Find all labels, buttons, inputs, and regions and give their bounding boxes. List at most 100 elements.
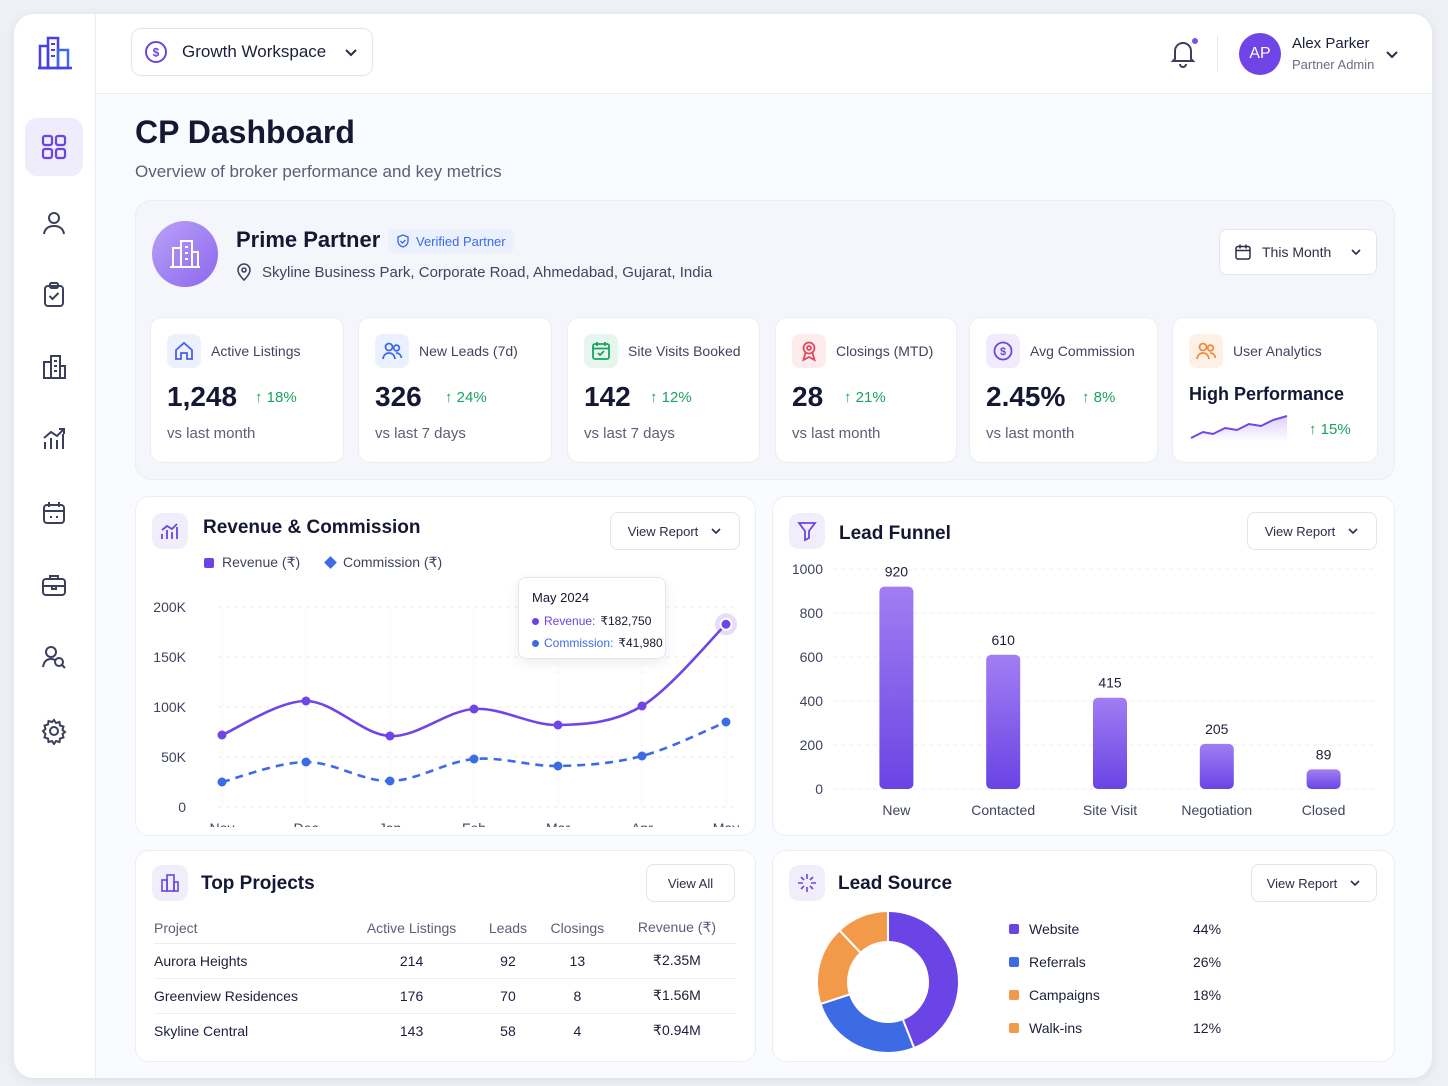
bar-value-label: 89 — [1316, 746, 1332, 762]
stat-value: 326 — [375, 381, 422, 412]
stat-card-user-analytics[interactable]: User Analytics High Performance ↑ 15% — [1172, 317, 1378, 463]
table-row[interactable]: Aurora Heights 214 92 13 ₹2.35M — [154, 943, 736, 979]
project-name: Skyline Central — [154, 1022, 249, 1039]
avatar[interactable]: AP — [1239, 33, 1281, 75]
stat-card-new-leads[interactable]: New Leads (7d) 326 ↑ 24% vs last 7 days — [358, 317, 552, 463]
building-icon — [152, 865, 188, 901]
legend-swatch — [204, 557, 214, 568]
data-point[interactable] — [553, 761, 563, 771]
funnel-icon — [789, 513, 825, 549]
funnel-bar[interactable] — [1199, 743, 1234, 789]
projects-table: Project Active Listings Leads Closings R… — [154, 913, 736, 1048]
nav-portfolio[interactable] — [25, 556, 83, 614]
data-point[interactable] — [637, 751, 647, 761]
table-row[interactable]: Greenview Residences 176 70 8 ₹1.56M — [154, 978, 736, 1014]
data-point[interactable] — [217, 777, 227, 787]
y-tick-label: 200K — [153, 599, 186, 615]
view-report-button[interactable]: View Report — [610, 512, 740, 550]
donut-slice-walk-ins[interactable] — [837, 909, 889, 955]
sidebar — [14, 14, 96, 1078]
nav-analytics[interactable] — [25, 410, 83, 468]
y-tick-label: 150K — [153, 649, 186, 665]
stat-value: 2.45% — [986, 381, 1066, 412]
funnel-bar[interactable] — [879, 586, 914, 789]
tooltip-label: Revenue: — [544, 614, 596, 628]
legend-swatch — [324, 556, 337, 569]
nav-settings[interactable] — [25, 702, 83, 760]
lead-source-donut-chart — [816, 909, 960, 1054]
grid-icon — [41, 134, 67, 160]
y-tick-label: 800 — [800, 605, 824, 621]
view-report-button[interactable]: View Report — [1251, 864, 1377, 902]
nav-calendar[interactable] — [25, 484, 83, 542]
stat-card-active-listings[interactable]: Active Listings 1,248 ↑ 18% vs last mont… — [150, 317, 344, 463]
stat-label: User Analytics — [1233, 343, 1322, 359]
stat-card-closings[interactable]: Closings (MTD) 28 ↑ 21% vs last month — [775, 317, 957, 463]
dollar-circle-icon: $ — [145, 41, 167, 63]
button-label: View Report — [1264, 523, 1336, 539]
source-pct: 26% — [1193, 954, 1222, 970]
bell-icon[interactable] — [1168, 38, 1198, 68]
funnel-bar[interactable] — [1093, 697, 1127, 789]
stat-delta: ↑ 18% — [255, 389, 297, 406]
stat-card-site-visits[interactable]: Site Visits Booked 142 ↑ 12% vs last 7 d… — [567, 317, 760, 463]
page-title: CP Dashboard — [135, 114, 355, 150]
view-report-button[interactable]: View Report — [1247, 512, 1377, 550]
source-item-walk-ins: Walk-ins — [1009, 1020, 1082, 1036]
chevron-down-icon — [711, 528, 721, 535]
chevron-down-icon[interactable] — [1384, 46, 1400, 62]
user-role: Partner Admin — [1292, 57, 1375, 72]
calendar-icon — [43, 502, 65, 524]
svg-text:$: $ — [1000, 346, 1006, 358]
chevron-down-icon — [1351, 249, 1361, 256]
bar-value-label: 415 — [1098, 675, 1122, 691]
donut-slice-referrals[interactable] — [819, 993, 916, 1054]
x-tick-label: Dec — [294, 820, 319, 827]
x-tick-label: New — [882, 802, 911, 818]
data-point[interactable] — [385, 776, 395, 786]
donut-slice-website[interactable] — [887, 909, 960, 1050]
stat-label: Active Listings — [211, 343, 301, 359]
table-row[interactable]: Skyline Central 143 58 4 ₹0.94M — [154, 1013, 736, 1048]
stat-subtext: vs last month — [167, 425, 256, 442]
stat-value: 142 — [584, 381, 631, 412]
svg-text:$: $ — [153, 46, 160, 60]
data-point[interactable] — [301, 696, 311, 706]
funnel-bar[interactable] — [1306, 769, 1341, 789]
y-tick-label: 400 — [800, 693, 824, 709]
chart-bar-icon — [152, 513, 188, 549]
y-tick-label: 100K — [153, 699, 186, 715]
nav-tasks[interactable] — [25, 266, 83, 324]
period-selector[interactable]: This Month — [1219, 229, 1377, 275]
stat-card-avg-commission[interactable]: $ Avg Commission 2.45% ↑ 8% vs last mont… — [969, 317, 1158, 463]
nav-profile[interactable] — [25, 194, 83, 252]
tooltip-title: May 2024 — [532, 590, 590, 605]
data-point[interactable] — [469, 704, 479, 714]
data-point[interactable] — [553, 720, 563, 730]
column-header: Active Listings — [344, 913, 480, 944]
data-point[interactable] — [217, 730, 227, 740]
workspace-selector[interactable]: $ Growth Workspace — [131, 28, 373, 76]
data-point[interactable] — [721, 717, 731, 727]
partner-avatar — [152, 221, 218, 287]
bar-value-label: 920 — [885, 564, 909, 580]
data-point[interactable] — [301, 757, 311, 767]
partner-panel: Prime Partner Verified Partner Skyline B… — [135, 200, 1395, 480]
chart-up-icon — [43, 428, 65, 449]
y-tick-label: 0 — [178, 799, 186, 815]
data-point[interactable] — [385, 731, 395, 741]
button-label: View All — [667, 875, 714, 891]
funnel-bar[interactable] — [986, 654, 1021, 789]
user-analytics-icon — [1189, 334, 1223, 368]
nav-projects[interactable] — [25, 338, 83, 396]
view-all-button[interactable]: View All — [646, 864, 735, 902]
column-header: Leads — [479, 913, 537, 944]
data-point[interactable] — [469, 754, 479, 764]
x-tick-label: Feb — [462, 820, 486, 827]
data-point[interactable] — [719, 617, 733, 631]
data-point[interactable] — [637, 701, 647, 711]
chevron-down-icon — [1350, 880, 1360, 887]
nav-team[interactable] — [25, 628, 83, 686]
nav-dashboard[interactable] — [25, 118, 83, 176]
briefcase-icon — [42, 575, 66, 596]
